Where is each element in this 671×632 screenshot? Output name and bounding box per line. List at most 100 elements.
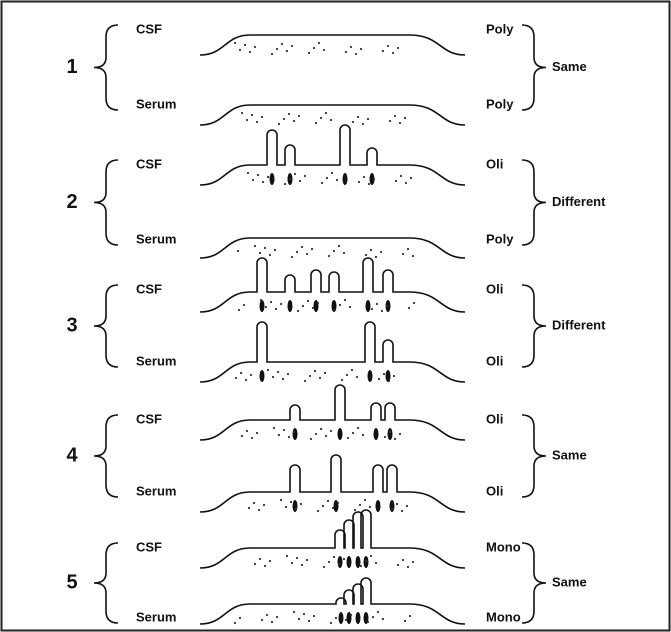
speck xyxy=(394,115,396,117)
speck xyxy=(328,561,330,563)
speck xyxy=(308,52,310,54)
speck xyxy=(326,177,328,179)
speck xyxy=(338,245,340,247)
speck xyxy=(409,615,411,617)
speck xyxy=(389,431,391,433)
speck xyxy=(284,183,286,185)
speck xyxy=(298,618,300,620)
speck xyxy=(272,376,274,378)
speck xyxy=(346,374,348,376)
speck xyxy=(301,564,303,566)
speck xyxy=(254,46,256,48)
speck xyxy=(293,431,295,433)
pattern-label: Mono xyxy=(486,609,521,624)
speck xyxy=(347,437,349,439)
speck xyxy=(291,256,293,258)
speck xyxy=(299,180,301,182)
speck xyxy=(340,612,342,614)
speck xyxy=(368,183,370,185)
speck xyxy=(389,120,391,122)
band xyxy=(368,370,373,382)
speck xyxy=(234,42,236,44)
speck xyxy=(397,47,399,49)
speck xyxy=(239,617,241,619)
speck xyxy=(306,253,308,255)
speck xyxy=(251,437,253,439)
speck xyxy=(360,565,362,567)
speck xyxy=(382,618,384,620)
pattern-label: Oli xyxy=(486,156,503,171)
sample-label: CSF xyxy=(136,21,162,36)
speck xyxy=(287,373,289,375)
speck xyxy=(250,374,252,376)
speck xyxy=(362,434,364,436)
speck xyxy=(246,119,248,121)
speck xyxy=(320,117,322,119)
speck xyxy=(391,508,393,510)
speck xyxy=(308,620,310,622)
speck xyxy=(245,379,247,381)
speck xyxy=(269,560,271,562)
speck xyxy=(359,504,361,506)
speck xyxy=(362,123,364,125)
speck xyxy=(330,430,332,432)
speck xyxy=(239,49,241,51)
band xyxy=(314,300,319,312)
speck xyxy=(377,611,379,613)
speck xyxy=(328,255,330,257)
speck xyxy=(273,427,275,429)
speck xyxy=(318,42,320,44)
speck xyxy=(371,308,373,310)
speck xyxy=(246,430,248,432)
speck xyxy=(373,178,375,180)
speck xyxy=(333,556,335,558)
speck xyxy=(345,51,347,53)
sample-label: CSF xyxy=(136,281,162,296)
speck xyxy=(317,302,319,304)
speck xyxy=(375,256,377,258)
speck xyxy=(286,555,288,557)
pattern-label: Oli xyxy=(486,411,503,426)
speck xyxy=(384,436,386,438)
band xyxy=(270,173,275,185)
band xyxy=(338,556,343,568)
speck xyxy=(270,301,272,303)
speck xyxy=(291,562,293,564)
result: Different xyxy=(552,194,606,209)
band xyxy=(260,370,265,382)
speck xyxy=(254,245,256,247)
speck xyxy=(241,435,243,437)
speck xyxy=(282,378,284,380)
speck xyxy=(402,559,404,561)
speck xyxy=(261,619,263,621)
speck xyxy=(285,506,287,508)
speck xyxy=(283,118,285,120)
band xyxy=(347,556,352,568)
speck xyxy=(302,305,304,307)
speck xyxy=(357,427,359,429)
speck xyxy=(249,51,251,53)
speck xyxy=(298,115,300,117)
speck xyxy=(352,121,354,123)
speck xyxy=(291,45,293,47)
speck xyxy=(295,508,297,510)
speck xyxy=(363,176,365,178)
speck xyxy=(264,247,266,249)
speck xyxy=(289,178,291,180)
speck xyxy=(307,300,309,302)
speck xyxy=(280,303,282,305)
speck xyxy=(260,299,262,301)
speck xyxy=(283,429,285,431)
speck xyxy=(293,611,295,613)
speck xyxy=(413,302,415,304)
speck xyxy=(276,48,278,50)
speck xyxy=(392,52,394,54)
band xyxy=(293,428,298,440)
speck xyxy=(376,303,378,305)
band xyxy=(338,428,343,440)
speck xyxy=(333,250,335,252)
speck xyxy=(323,566,325,568)
speck xyxy=(265,306,267,308)
pattern-label: Oli xyxy=(486,483,503,498)
speck xyxy=(276,616,278,618)
